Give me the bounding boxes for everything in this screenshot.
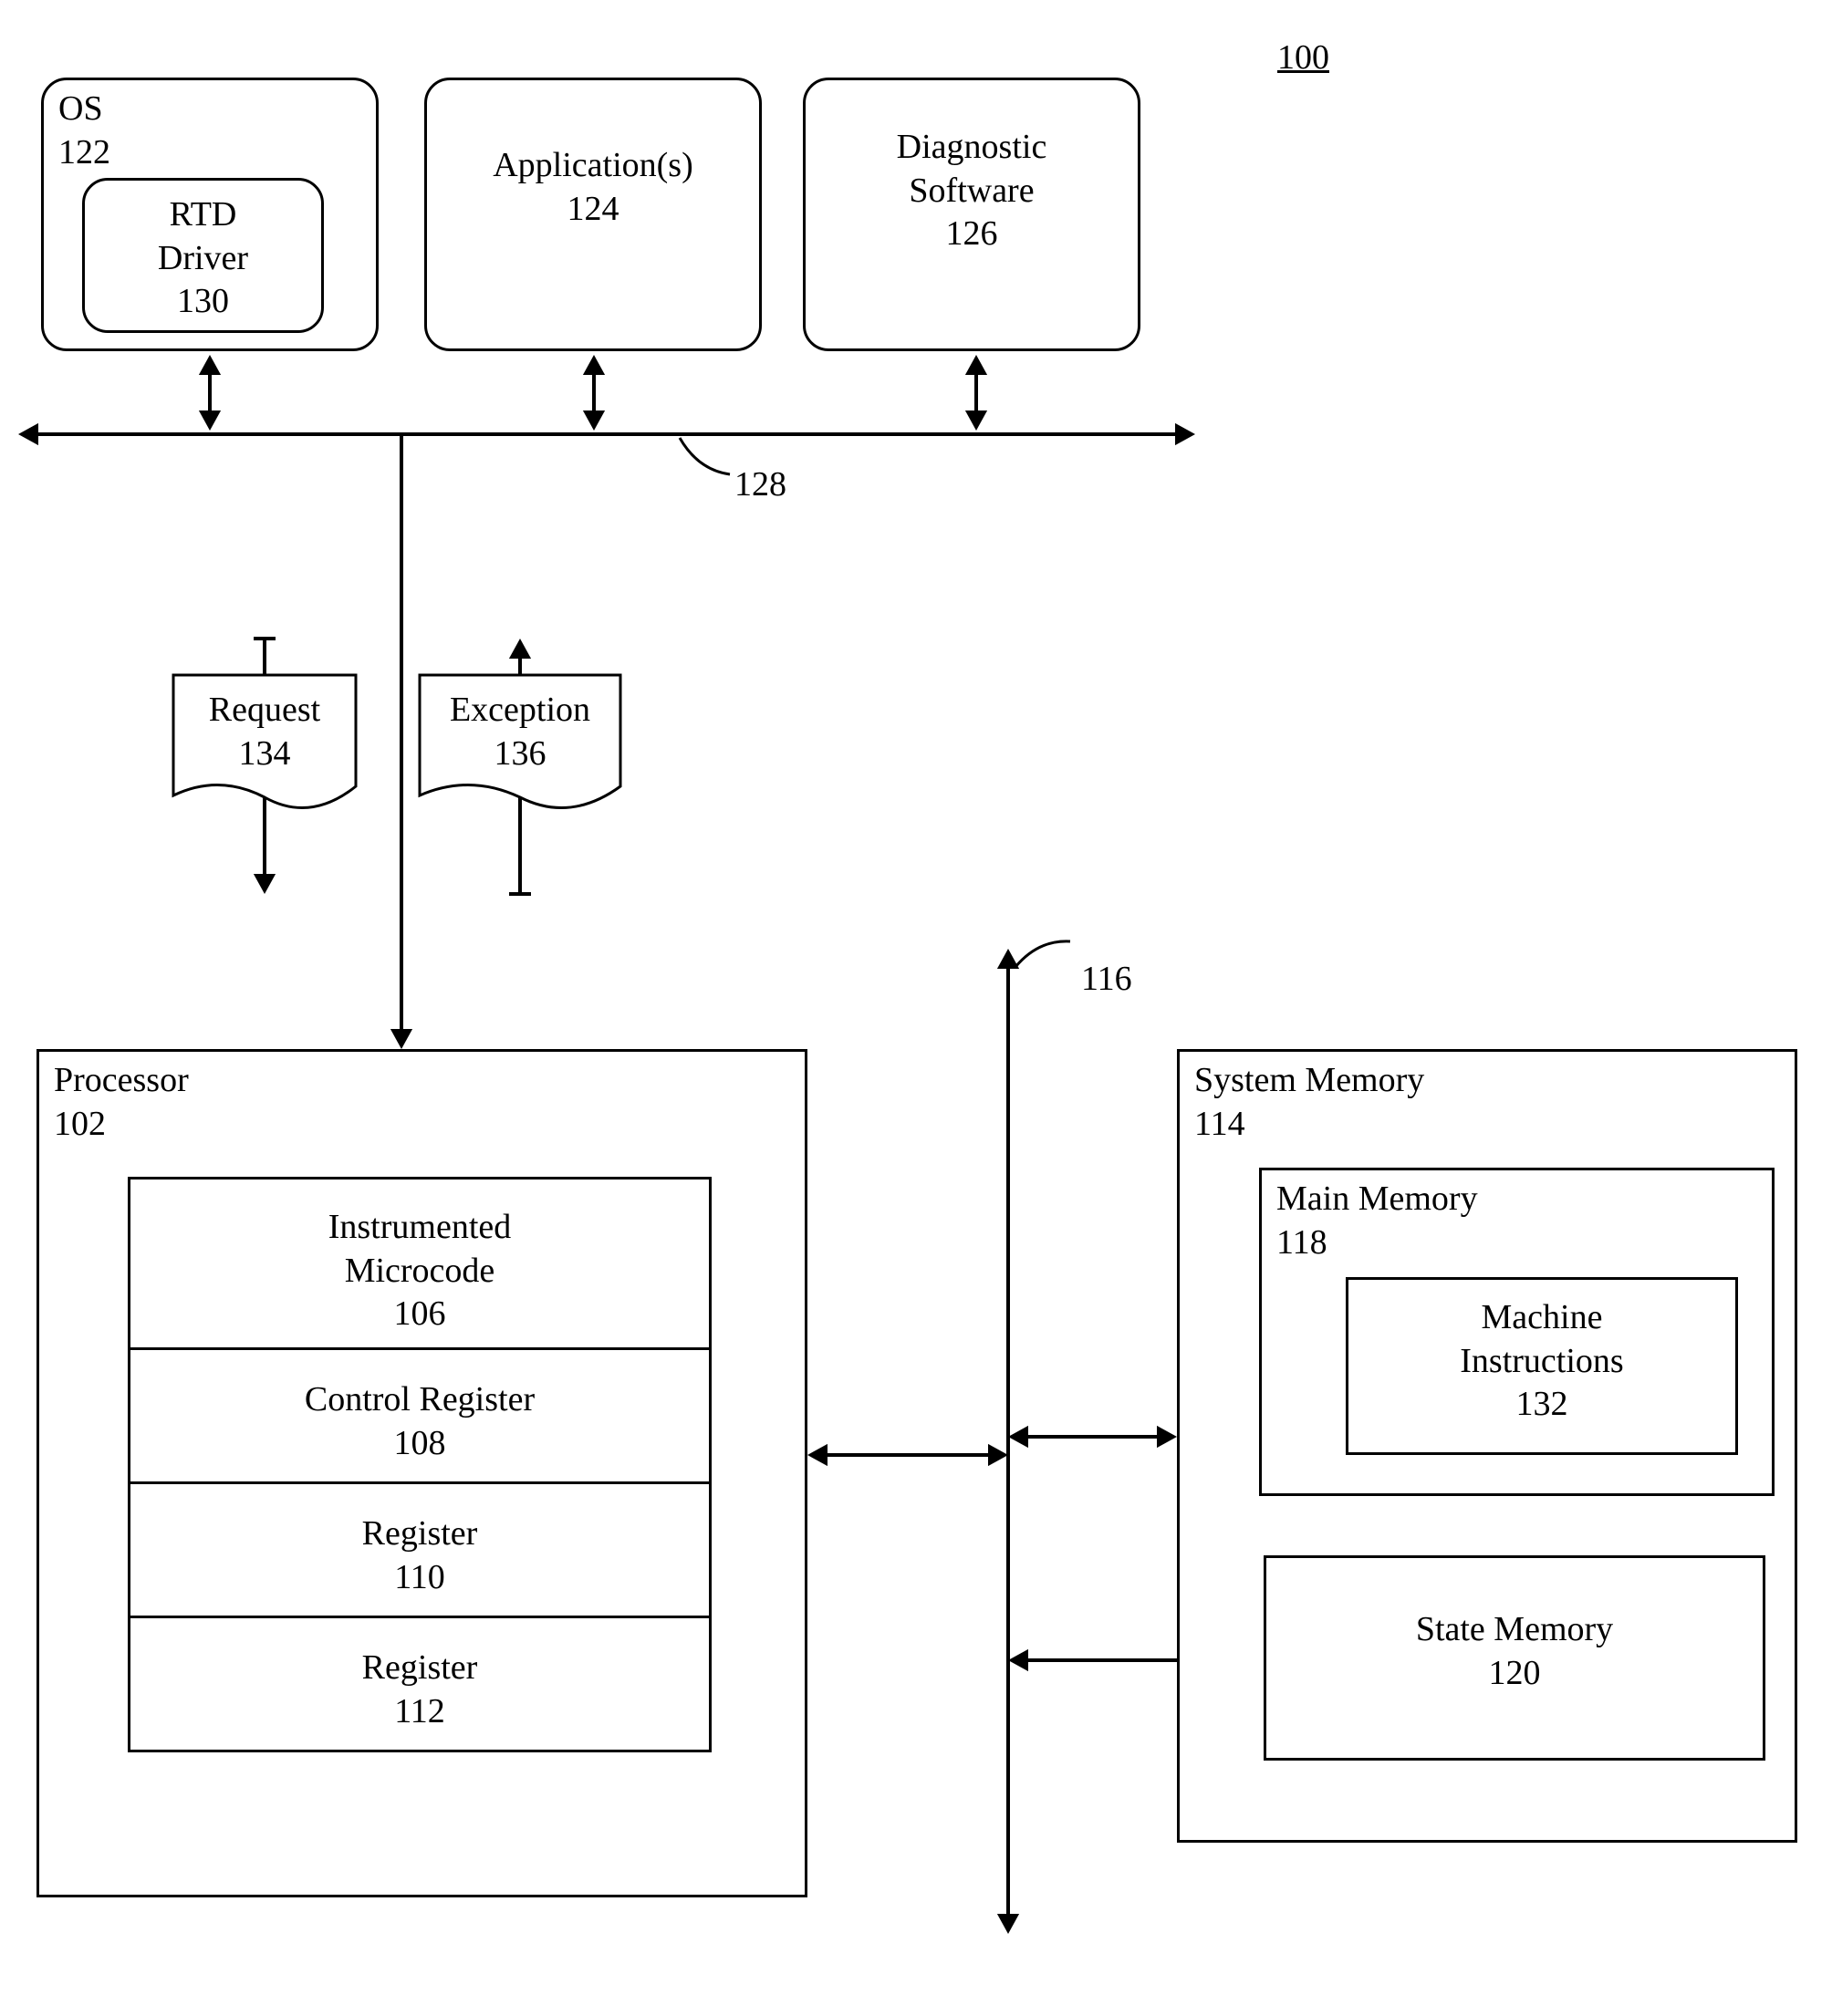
applications-box: Application(s) 124 <box>424 78 762 351</box>
main-memory-title: Main Memory 118 <box>1276 1178 1478 1264</box>
machine-instructions-box: Machine Instructions 132 <box>1346 1277 1738 1455</box>
processor-title: Processor 102 <box>54 1059 189 1146</box>
bus-ref-128: 128 <box>734 463 786 507</box>
machine-instructions-label: Machine Instructions 132 <box>1348 1296 1735 1427</box>
diagnostic-box: Diagnostic Software 126 <box>803 78 1140 351</box>
state-memory-label: State Memory 120 <box>1266 1608 1763 1695</box>
applications-label: Application(s) 124 <box>427 144 759 231</box>
diagnostic-label: Diagnostic Software 126 <box>806 126 1138 256</box>
processor-row-0: InstrumentedMicrocode106 <box>128 1177 712 1350</box>
system-memory-title: System Memory 114 <box>1194 1059 1424 1146</box>
processor-row-1: Control Register108 <box>128 1347 712 1484</box>
rtd-driver-box: RTD Driver 130 <box>82 178 324 333</box>
processor-row-3: Register112 <box>128 1616 712 1752</box>
exception-label: Exception 136 <box>424 689 616 775</box>
processor-row-2: Register110 <box>128 1481 712 1618</box>
request-label: Request 134 <box>178 689 351 775</box>
bus-ref-116: 116 <box>1081 958 1132 1002</box>
rtd-driver-label: RTD Driver 130 <box>85 193 321 324</box>
os-title: OS 122 <box>58 88 110 174</box>
state-memory-box: State Memory 120 <box>1264 1555 1765 1761</box>
